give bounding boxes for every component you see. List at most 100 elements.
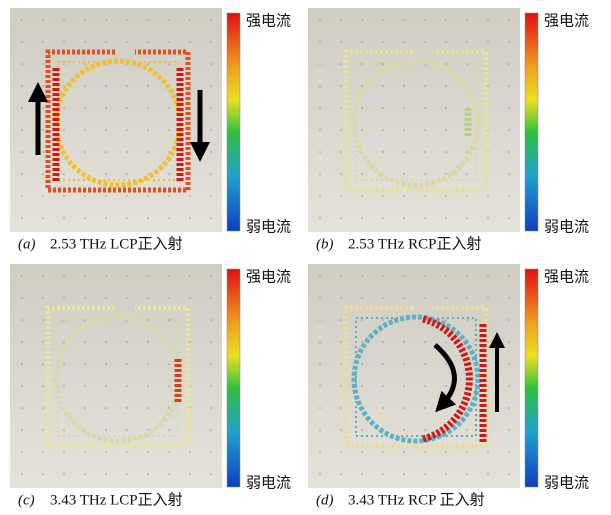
grid-dot [168,473,170,475]
grid-dot [21,173,23,175]
bar-top-label: 强电流 [246,268,291,285]
grid-dot [466,217,468,219]
grid-dot [340,19,342,21]
grid-dot [84,107,86,109]
grid-dot [84,473,86,475]
grid-dot [21,151,23,153]
grid-dot [42,173,44,175]
panel-label: (a) [18,236,36,252]
grid-dot [319,85,321,87]
grid-dot [445,429,447,431]
grid-dot [63,451,65,453]
grid-dot [21,63,23,65]
grid-dot [42,19,44,21]
grid-dot [105,297,107,299]
grid-dot [21,297,23,299]
grid-dot [84,217,86,219]
grid-dot [424,429,426,431]
grid-dot [105,195,107,197]
bar-top-label: 强电流 [246,12,291,29]
grid-dot [42,385,44,387]
grid-dot [382,41,384,43]
grid-dot [403,363,405,365]
grid-dot [210,195,212,197]
grid-dot [361,85,363,87]
grid-dot [382,275,384,277]
grid-dot [340,217,342,219]
grid-dot [445,151,447,153]
color-bar [226,12,241,232]
grid-dot [147,217,149,219]
grid-dot [340,275,342,277]
grid-dot [105,41,107,43]
grid-dot [319,341,321,343]
grid-dot [21,275,23,277]
grid-dot [210,151,212,153]
grid-dot [105,473,107,475]
grid-dot [168,275,170,277]
grid-dot [168,385,170,387]
grid-dot [340,107,342,109]
grid-dot [21,129,23,131]
grid-dot [424,151,426,153]
grid-dot [508,19,510,21]
grid-dot [147,341,149,343]
grid-dot [382,85,384,87]
grid-dot [508,319,510,321]
grid-dot [42,407,44,409]
grid-dot [487,473,489,475]
grid-dot [147,429,149,431]
grid-dot [168,429,170,431]
grid-dot [403,473,405,475]
grid-dot [21,429,23,431]
grid-dot [210,85,212,87]
grid-dot [340,41,342,43]
grid-dot [508,173,510,175]
grid-dot [340,451,342,453]
grid-dot [21,319,23,321]
grid-dot [424,195,426,197]
grid-dot [340,341,342,343]
grid-dot [168,151,170,153]
grid-dot [42,363,44,365]
grid-dot [126,151,128,153]
grid-dot [361,429,363,431]
grid-dot [445,19,447,21]
grid-dot [466,429,468,431]
color-bar [226,268,241,488]
grid-dot [445,85,447,87]
grid-dot [445,195,447,197]
grid-dot [63,275,65,277]
grid-dot [126,85,128,87]
grid-dot [21,41,23,43]
grid-dot [382,63,384,65]
grid-dot [403,407,405,409]
grid-dot [42,319,44,321]
grid-dot [42,297,44,299]
grid-dot [84,407,86,409]
grid-dot [168,451,170,453]
grid-dot [84,63,86,65]
grid-dot [382,363,384,365]
grid-dot [487,41,489,43]
grid-dot [445,63,447,65]
grid-dot [42,275,44,277]
grid-dot [382,385,384,387]
grid-dot [319,173,321,175]
grid-dot [126,363,128,365]
grid-dot [508,195,510,197]
grid-dot [382,407,384,409]
grid-dot [126,173,128,175]
grid-dot [168,195,170,197]
panel-label: (d) [316,492,334,508]
grid-dot [382,217,384,219]
grid-dot [126,429,128,431]
grid-dot [105,173,107,175]
grid-dot [424,407,426,409]
grid-dot [147,297,149,299]
grid-dot [21,473,23,475]
grid-dot [340,385,342,387]
grid-dot [487,19,489,21]
grid-dot [403,217,405,219]
